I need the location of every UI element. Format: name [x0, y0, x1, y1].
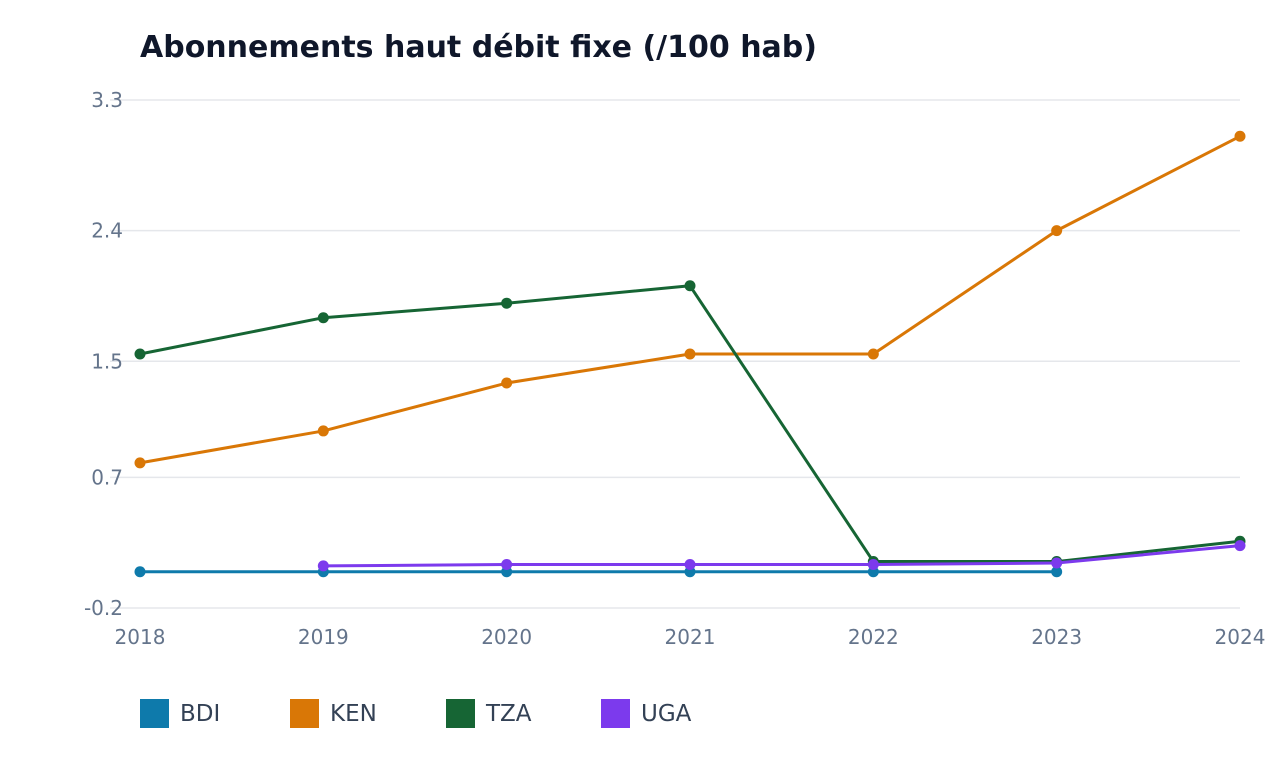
y-tick-label: -0.2 — [84, 596, 123, 620]
series-line — [139, 284, 1241, 564]
data-point[interactable] — [867, 348, 879, 360]
data-point[interactable] — [684, 558, 696, 570]
legend-swatch — [601, 699, 630, 728]
legend-swatch — [446, 699, 475, 728]
data-point[interactable] — [867, 558, 879, 570]
x-tick-label: 2019 — [298, 625, 349, 649]
legend-label: KEN — [330, 700, 377, 727]
x-axis-ticks: 2018 2019 2020 2021 2022 2023 2024 — [115, 625, 1266, 649]
y-tick-label: 2.4 — [91, 219, 123, 243]
series-line — [323, 544, 1241, 568]
data-point[interactable] — [134, 457, 146, 469]
legend-label: TZA — [486, 700, 532, 727]
series — [134, 130, 1246, 578]
series-ken — [134, 130, 1246, 469]
legend-item-tza[interactable]: TZA — [446, 699, 601, 728]
x-tick-label: 2021 — [665, 625, 716, 649]
x-tick-label: 2020 — [481, 625, 532, 649]
data-point[interactable] — [1051, 566, 1063, 578]
data-point[interactable] — [1051, 557, 1063, 569]
series-bdi — [134, 566, 1063, 578]
data-point[interactable] — [317, 560, 329, 572]
y-tick-label: 1.5 — [91, 349, 123, 373]
data-point[interactable] — [501, 558, 513, 570]
y-tick-label: 3.3 — [91, 88, 123, 112]
legend-label: BDI — [180, 700, 221, 727]
series-line — [139, 134, 1241, 465]
x-tick-label: 2022 — [848, 625, 899, 649]
data-point[interactable] — [1234, 130, 1246, 142]
legend: BDI KEN TZA UGA — [140, 699, 751, 728]
y-tick-label: 0.7 — [91, 465, 123, 489]
grid — [110, 99, 1240, 609]
data-point[interactable] — [1234, 540, 1246, 552]
x-tick-label: 2023 — [1031, 625, 1082, 649]
chart-title: Abonnements haut débit fixe (/100 hab) — [140, 30, 817, 65]
data-point[interactable] — [1051, 225, 1063, 237]
x-tick-label: 2018 — [115, 625, 166, 649]
x-tick-label: 2024 — [1215, 625, 1266, 649]
legend-swatch — [140, 699, 169, 728]
data-point[interactable] — [317, 425, 329, 437]
legend-swatch — [290, 699, 319, 728]
data-point[interactable] — [684, 348, 696, 360]
data-point[interactable] — [134, 348, 146, 360]
data-point[interactable] — [501, 297, 513, 309]
data-point[interactable] — [684, 280, 696, 292]
series-tza — [134, 280, 1246, 568]
legend-item-ken[interactable]: KEN — [290, 699, 446, 728]
data-point[interactable] — [501, 377, 513, 389]
data-point[interactable] — [317, 312, 329, 324]
y-axis-ticks: -0.2 0.7 1.5 2.4 3.3 — [84, 88, 123, 620]
data-point[interactable] — [134, 566, 146, 578]
legend-label: UGA — [641, 700, 692, 727]
series-uga — [317, 540, 1246, 572]
legend-item-bdi[interactable]: BDI — [140, 699, 290, 728]
legend-item-uga[interactable]: UGA — [601, 699, 751, 728]
